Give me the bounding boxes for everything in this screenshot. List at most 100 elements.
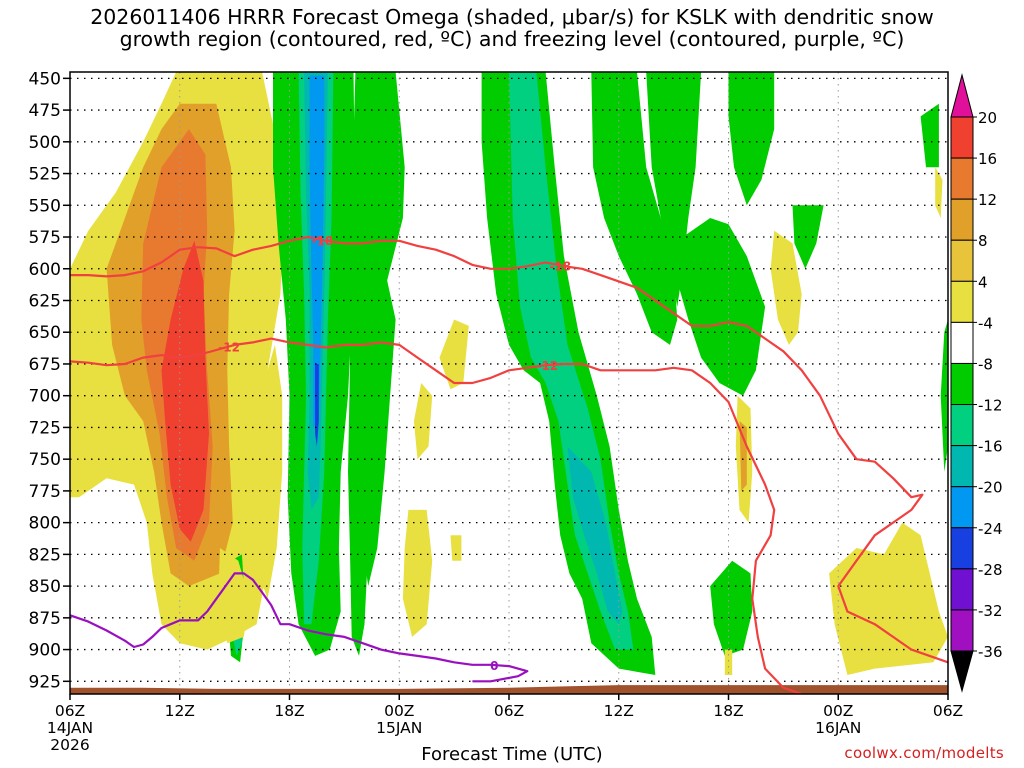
omega-region-m20-8 (315, 364, 319, 447)
colorbar-label-12: -32 (978, 602, 1003, 620)
omega-region-p4-26 (402, 509, 433, 637)
colorbar-box-12 (950, 609, 974, 652)
colorbar-label-6: -8 (978, 355, 993, 373)
y-tick-label-900: 900 (29, 641, 61, 661)
y-axis-ticks: 450 475 500 525 550 575 600 625 650 675 700 725 750 7… (29, 69, 70, 692)
colorbar-label-2: 12 (978, 191, 997, 209)
omega-region-p8-35 (739, 421, 747, 491)
y-tick-label-475: 475 (29, 101, 61, 121)
colorbar-box-7 (950, 404, 974, 447)
colorbar-box-9 (950, 486, 974, 529)
y-tick-label-650: 650 (29, 323, 61, 343)
omega-region-p16-3 (161, 240, 209, 542)
contour-1 (70, 337, 803, 694)
chart-title-line-2: growth region (contoured, red, ºC) and f… (119, 27, 905, 51)
y-tick-label-775: 775 (29, 482, 61, 502)
y-tick-label-500: 500 (29, 133, 61, 153)
y-tick-label-800: 800 (29, 514, 61, 534)
colorbar-label-3: 8 (978, 232, 988, 250)
x-tick-label-30-0: 12Z (604, 702, 634, 720)
colorbar-label-5: -4 (978, 314, 993, 332)
y-tick-label-725: 725 (29, 418, 61, 438)
omega-region-m4-20 (920, 103, 939, 168)
omega-region-m4-13 (591, 72, 678, 345)
contour-label-0-0: -18 (312, 234, 334, 248)
omega-region-m4-16 (728, 72, 775, 206)
y-tick-label-825: 825 (29, 545, 61, 565)
omega-region-m4-19 (353, 268, 396, 587)
x-tick-label-12-0: 18Z (274, 702, 304, 720)
chart-title-line-1: 2026011406 HRRR Forecast Omega (shaded, … (90, 5, 934, 29)
x-tick-label-48-0: 06Z (933, 702, 963, 720)
y-tick-label-550: 550 (29, 196, 61, 216)
x-tick-label-42-1: 16JAN (815, 719, 861, 737)
omega-region-m4-17 (792, 205, 824, 269)
chart-title: 2026011406 HRRR Forecast Omega (shaded, … (0, 6, 1024, 50)
x-tick-label-36-0: 18Z (713, 702, 743, 720)
y-tick-label-525: 525 (29, 165, 61, 185)
colorbar-label-8: -16 (978, 438, 1003, 456)
x-tick-label-42-0: 00Z (823, 702, 853, 720)
y-tick-label-875: 875 (29, 609, 61, 629)
contour-label-2-0: 0 (490, 659, 498, 673)
terrain-band (70, 685, 948, 694)
omega-region-p4-34 (724, 649, 733, 675)
contour-label-1-1: -12 (537, 359, 559, 373)
omega-region-m4-14 (646, 72, 702, 307)
x-tick-label-18-1: 15JAN (376, 719, 422, 737)
contour-label-1-0: -12 (218, 340, 240, 354)
colorbar-box-6 (950, 362, 974, 406)
omega-region-p4-32 (829, 522, 948, 675)
colorbar-box-5 (950, 321, 974, 364)
omega-shading (70, 72, 948, 675)
x-tick-label-0-1: 14JAN (47, 719, 93, 737)
omega-region-m4-15 (673, 218, 766, 396)
x-tick-label-18-0: 00Z (384, 702, 414, 720)
y-tick-label-850: 850 (29, 577, 61, 597)
x-tick-label-0-0: 06Z (55, 702, 85, 720)
y-tick-label-575: 575 (29, 228, 61, 248)
y-tick-label-675: 675 (29, 355, 61, 375)
y-tick-label-925: 925 (29, 672, 61, 692)
colorbar-box-11 (950, 568, 974, 611)
omega-region-p4-29 (439, 319, 469, 390)
omega-region-p4-28 (450, 535, 462, 561)
colorbar-under-arrow (950, 650, 974, 693)
colorbar-box-8 (950, 445, 974, 488)
colorbar-over-arrow (950, 73, 974, 118)
y-tick-label-750: 750 (29, 450, 61, 470)
colorbar-label-11: -28 (978, 561, 1003, 579)
contour-2 (70, 572, 529, 683)
colorbar-label-10: -24 (978, 520, 1003, 538)
x-tick-label-24-0: 06Z (494, 702, 524, 720)
colorbar-label-7: -12 (978, 397, 1003, 415)
contour-label-0-1: -18 (549, 259, 571, 273)
omega-region-m16-7 (309, 75, 325, 428)
omega-region-p4-25 (254, 344, 283, 599)
terrain-surface (70, 685, 948, 694)
colorbar-box-10 (950, 527, 974, 570)
omega-region-p4-24 (218, 548, 250, 644)
omega-region-p4-27 (413, 383, 433, 460)
colorbar-label-0: 20 (978, 109, 997, 127)
omega-region-p4-33 (935, 167, 943, 218)
omega-region-m8-11 (509, 72, 634, 650)
colorbar-box-1 (950, 157, 974, 200)
x-axis-label: Forecast Time (UTC) (421, 744, 603, 765)
colorbar-box-2 (950, 198, 974, 241)
x-tick-label-0-2: 2026 (50, 736, 89, 754)
colorbar-box-3 (950, 239, 974, 282)
y-tick-label-450: 450 (29, 69, 61, 89)
colorbar-label-9: -20 (978, 479, 1003, 497)
y-tick-label-600: 600 (29, 260, 61, 280)
x-tick-label-6-0: 12Z (165, 702, 195, 720)
omega-region-m4-18 (710, 560, 753, 656)
omega-region-m4-21 (940, 319, 948, 472)
omega-region-p4-31 (770, 230, 802, 345)
colorbar-label-13: -36 (978, 643, 1003, 661)
y-tick-label-625: 625 (29, 291, 61, 311)
contour-0 (70, 235, 948, 664)
colorbar-label-1: 16 (978, 150, 997, 168)
